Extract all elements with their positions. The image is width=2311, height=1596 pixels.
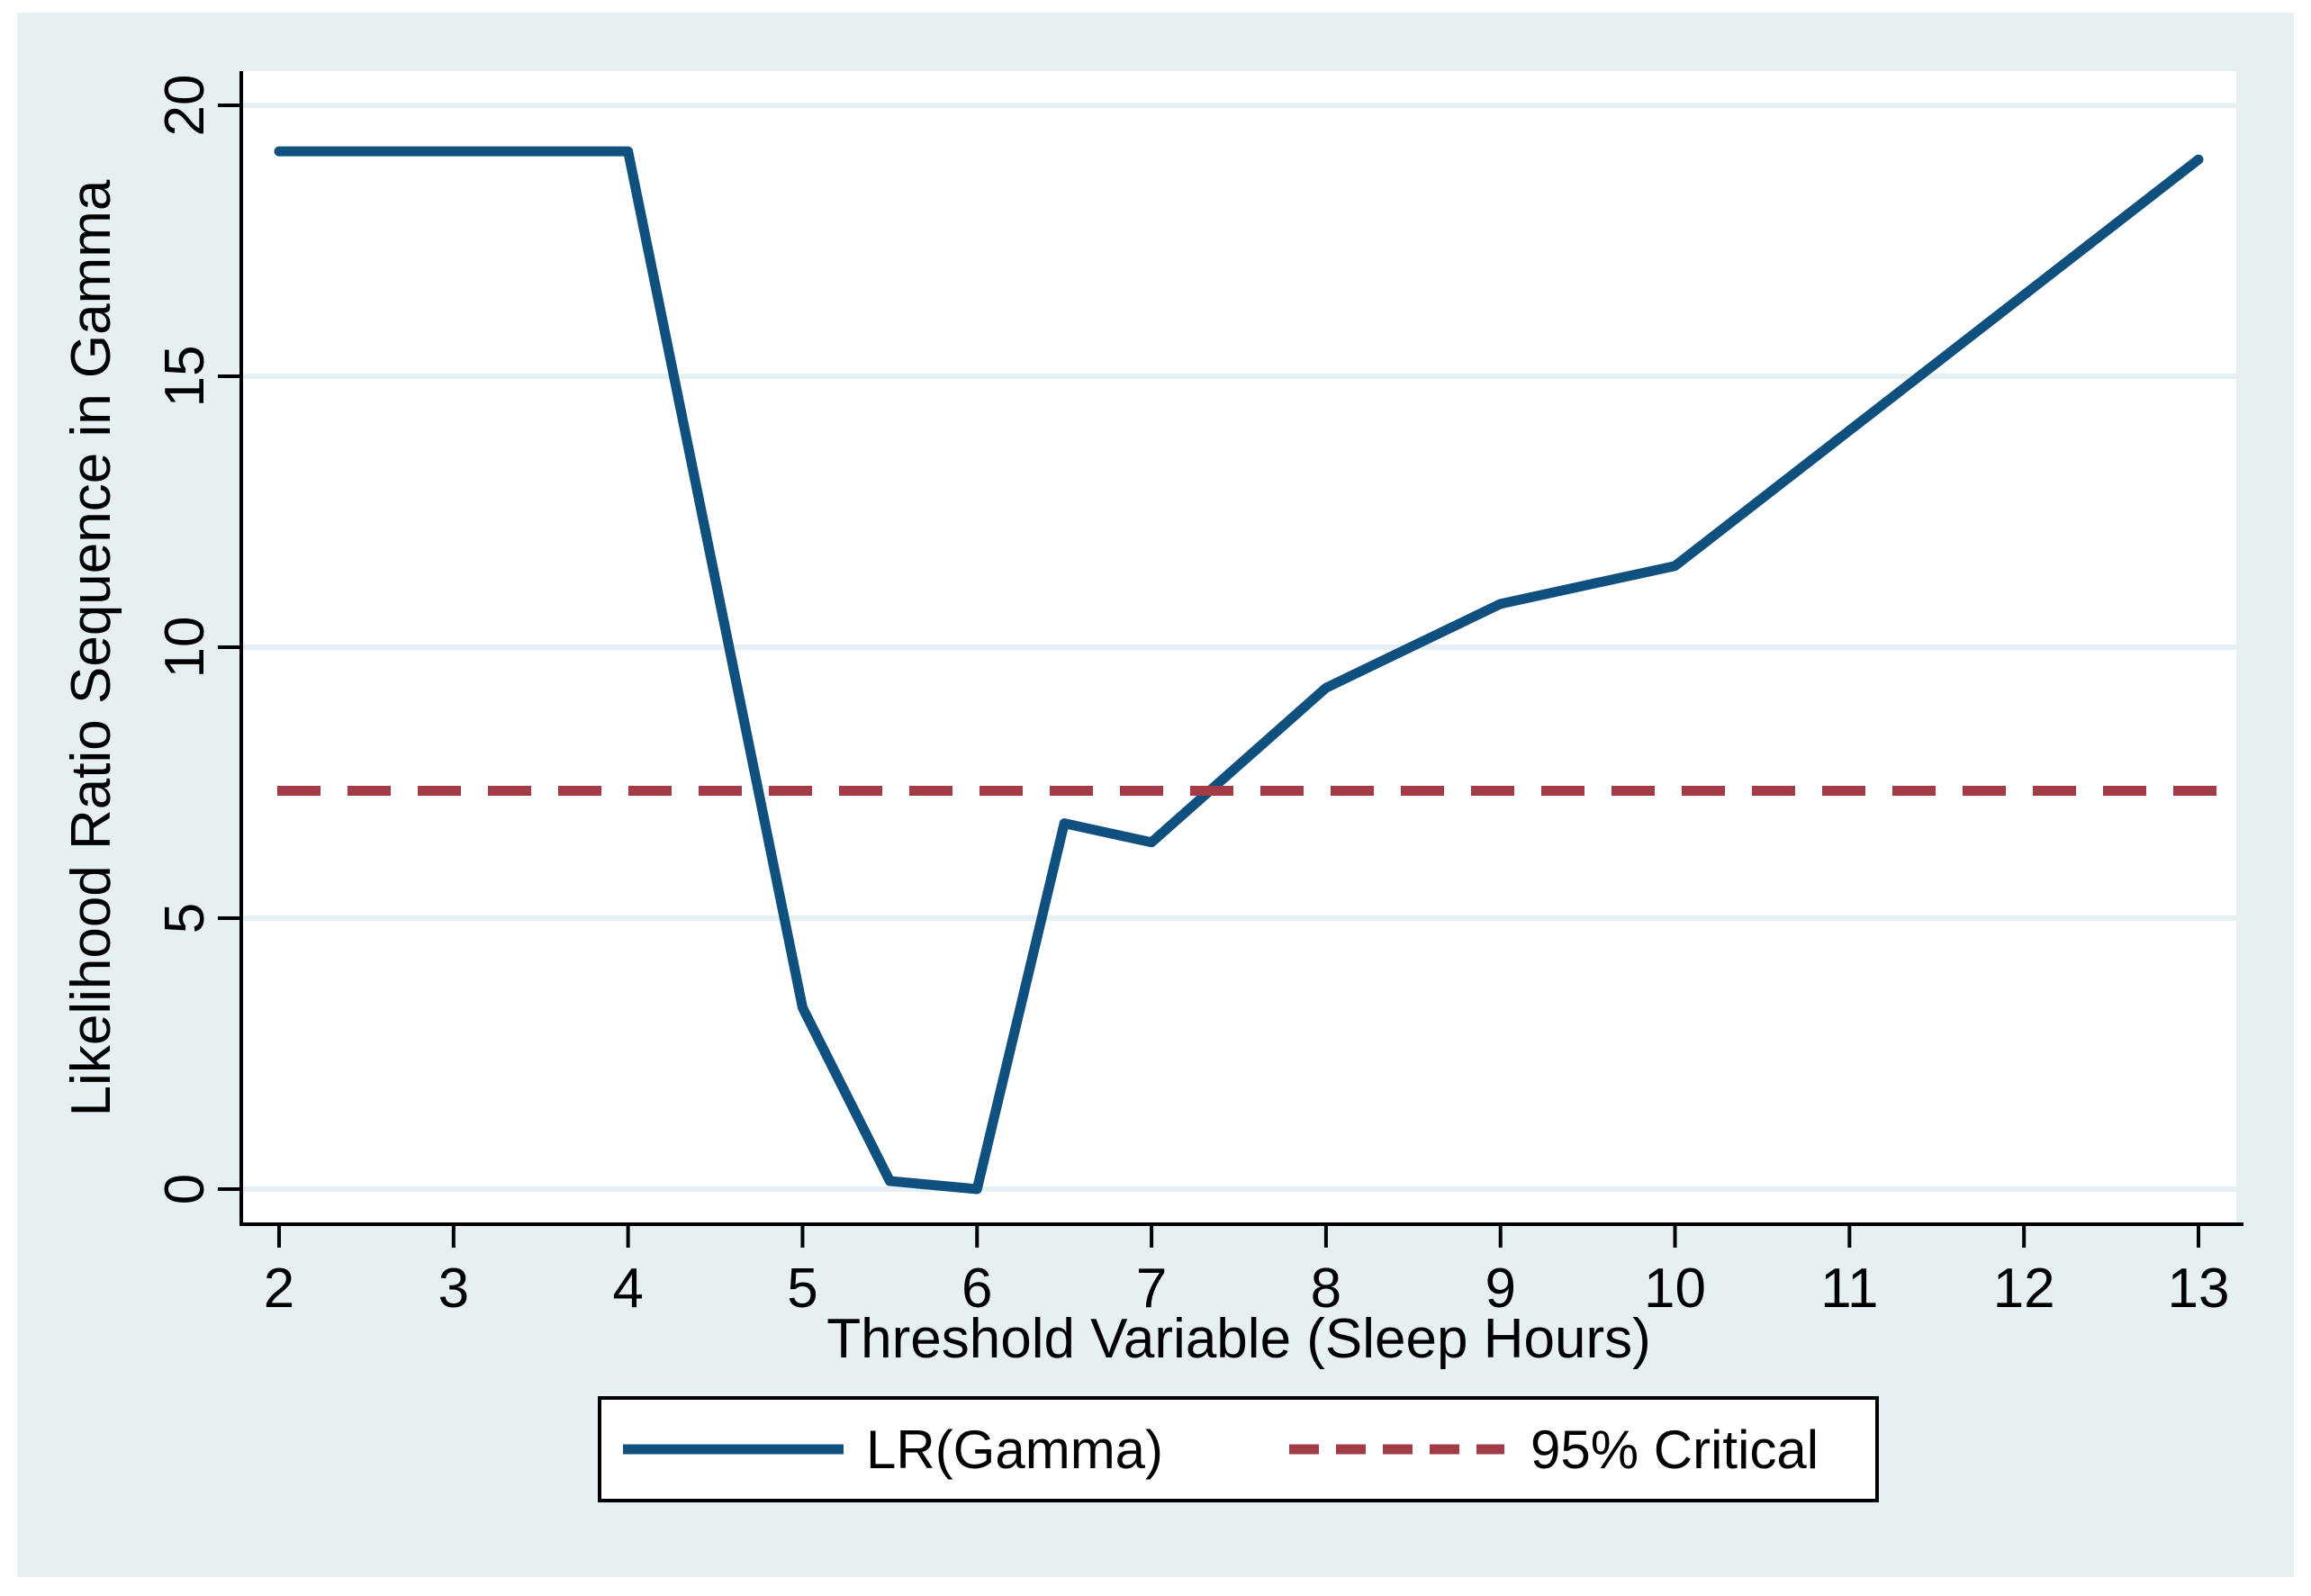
y-tick-label-5: 5 bbox=[154, 903, 216, 933]
x-tick-label-9: 9 bbox=[1485, 1258, 1515, 1320]
x-tick-label-3: 3 bbox=[438, 1258, 469, 1320]
x-tick-label-4: 4 bbox=[612, 1258, 643, 1320]
x-tick-label-10: 10 bbox=[1644, 1258, 1706, 1320]
lr-gamma-line bbox=[274, 146, 2204, 1195]
tick-labels: 0 5 10 15 20 2 3 4 5 6 7 8 9 10 11 12 13 bbox=[154, 75, 2229, 1320]
series-lines bbox=[274, 146, 2225, 1195]
legend-lr-label: LR(Gamma) bbox=[866, 1420, 1163, 1480]
x-tick-label-6: 6 bbox=[961, 1258, 992, 1320]
y-tick-label-15: 15 bbox=[154, 346, 216, 408]
tick-marks bbox=[218, 104, 2200, 1248]
x-tick-label-8: 8 bbox=[1311, 1258, 1341, 1320]
y-tick-label-20: 20 bbox=[154, 75, 216, 137]
x-axis-title: Threshold Variable (Sleep Hours) bbox=[826, 1308, 1651, 1370]
x-tick-label-7: 7 bbox=[1136, 1258, 1167, 1320]
gridlines bbox=[241, 103, 2236, 1192]
y-tick-label-0: 0 bbox=[154, 1174, 216, 1204]
legend: LR(Gamma) 95% Critical bbox=[598, 1396, 1879, 1502]
x-tick-label-12: 12 bbox=[1993, 1258, 2055, 1320]
x-tick-label-13: 13 bbox=[2168, 1258, 2230, 1320]
x-tick-label-5: 5 bbox=[787, 1258, 817, 1320]
y-tick-label-10: 10 bbox=[154, 617, 216, 679]
y-axis-title: Likelihood Ratio Sequence in Gamma bbox=[60, 179, 122, 1116]
x-tick-label-2: 2 bbox=[264, 1258, 294, 1320]
x-tick-label-11: 11 bbox=[1820, 1258, 1878, 1320]
legend-critical-label: 95% Critical bbox=[1530, 1420, 1819, 1480]
